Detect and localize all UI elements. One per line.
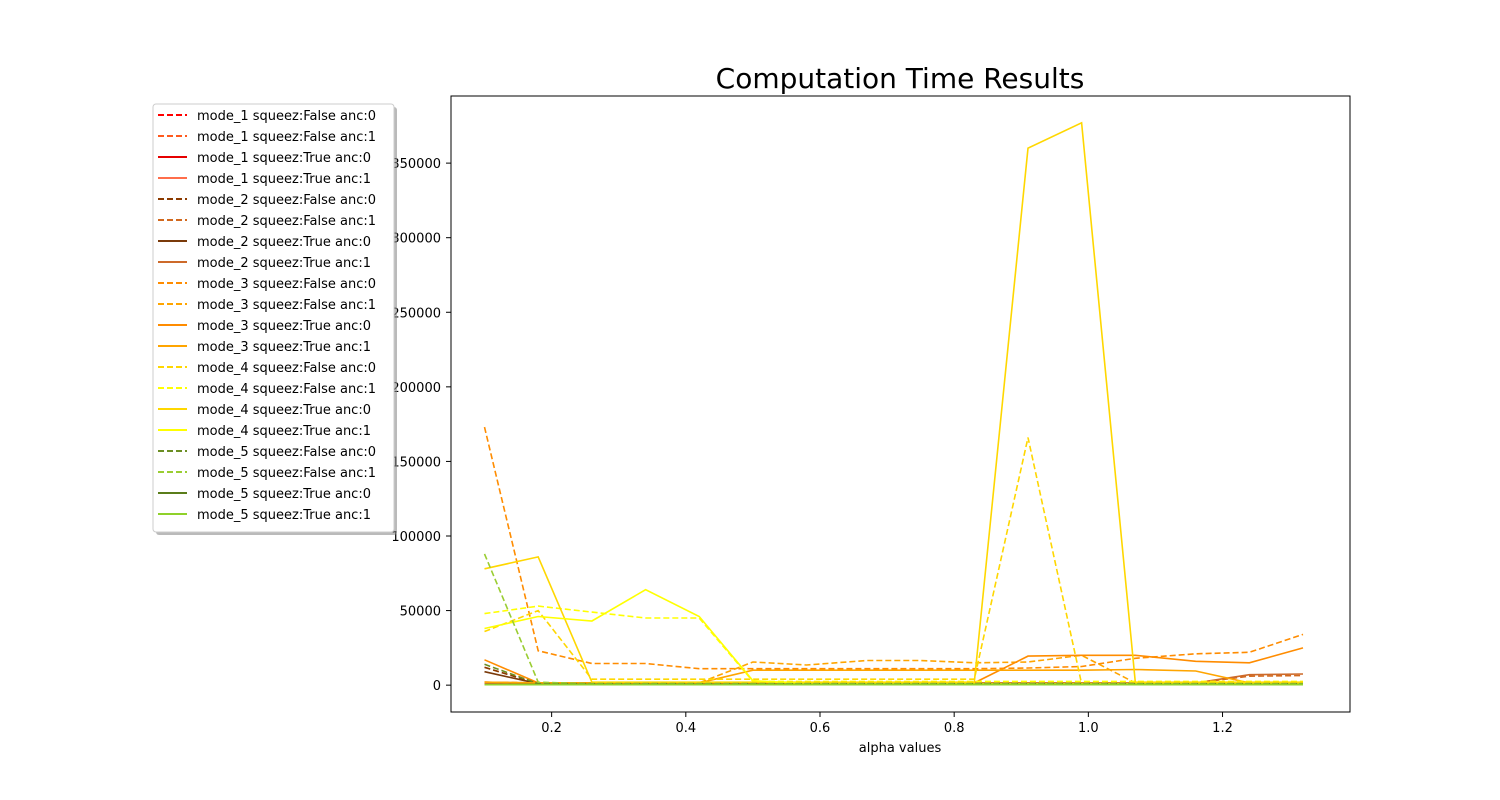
y-tick-label: 200000 — [391, 381, 441, 396]
y-tick-label: 50000 — [400, 605, 441, 620]
legend-entry: mode_3 squeez:True anc:0 — [197, 319, 371, 334]
legend-entry: mode_5 squeez:False anc:0 — [197, 445, 376, 460]
x-tick-label: 1.2 — [1212, 721, 1233, 736]
legend-entry: mode_1 squeez:True anc:1 — [197, 172, 371, 187]
legend-entry: mode_2 squeez:False anc:0 — [197, 193, 376, 208]
chart-title: Computation Time Results — [716, 62, 1085, 95]
y-tick-label: 250000 — [391, 306, 441, 321]
x-tick-label: 0.4 — [675, 721, 696, 736]
legend-entry: mode_3 squeez:False anc:1 — [197, 298, 376, 313]
legend-entry: mode_5 squeez:False anc:1 — [197, 466, 376, 481]
legend-entry: mode_5 squeez:True anc:1 — [197, 508, 371, 523]
legend-entry: mode_2 squeez:True anc:1 — [197, 256, 371, 271]
x-axis-label: alpha values — [859, 741, 942, 756]
plot-lines — [483, 121, 1304, 686]
series-line-12 — [484, 668, 1303, 684]
x-tick-label: 0.8 — [944, 721, 965, 736]
legend-entry: mode_1 squeez:False anc:1 — [197, 130, 376, 145]
x-tick-label: 0.6 — [810, 721, 831, 736]
legend-entry: mode_4 squeez:True anc:1 — [197, 424, 371, 439]
y-axis: 0 50000 100000 150000 200000 250000 300000 3500… — [391, 157, 451, 694]
x-tick-label: 1.0 — [1078, 721, 1099, 736]
x-tick-label: 0.2 — [541, 721, 562, 736]
legend-entry: mode_4 squeez:True anc:0 — [197, 403, 371, 418]
legend-entry: mode_3 squeez:True anc:1 — [197, 340, 371, 355]
y-tick-label: 100000 — [391, 530, 441, 545]
series-line-9 — [483, 426, 1304, 670]
legend-entry: mode_4 squeez:False anc:0 — [197, 361, 376, 376]
y-tick-label: 150000 — [391, 455, 441, 470]
legend-entry: mode_4 squeez:False anc:1 — [197, 382, 376, 397]
series-line-15 — [484, 121, 1303, 684]
legend-entry: mode_1 squeez:True anc:0 — [197, 151, 371, 166]
legend-entry: mode_3 squeez:False anc:0 — [197, 277, 376, 292]
plot-frame — [450, 95, 1351, 713]
y-tick-label: 350000 — [391, 157, 441, 172]
series-line-13 — [484, 437, 1303, 685]
legend-entry: mode_1 squeez:False anc:0 — [197, 109, 376, 124]
series-line-11 — [484, 647, 1304, 684]
legend-entry: mode_2 squeez:True anc:0 — [197, 235, 371, 250]
legend-entry: mode_2 squeez:False anc:1 — [197, 214, 376, 229]
legend-box — [152, 103, 395, 533]
y-tick-label: 300000 — [391, 232, 441, 247]
legend-entry: mode_5 squeez:True anc:0 — [197, 487, 371, 502]
legend: mode_1 squeez:False anc:0 mode_1 squeez:F… — [152, 103, 397, 535]
x-axis: 0.2 0.4 0.6 0.8 1.0 1.2 — [541, 712, 1233, 736]
series-line-17 — [484, 663, 1303, 685]
y-tick-label: 0 — [433, 679, 441, 694]
